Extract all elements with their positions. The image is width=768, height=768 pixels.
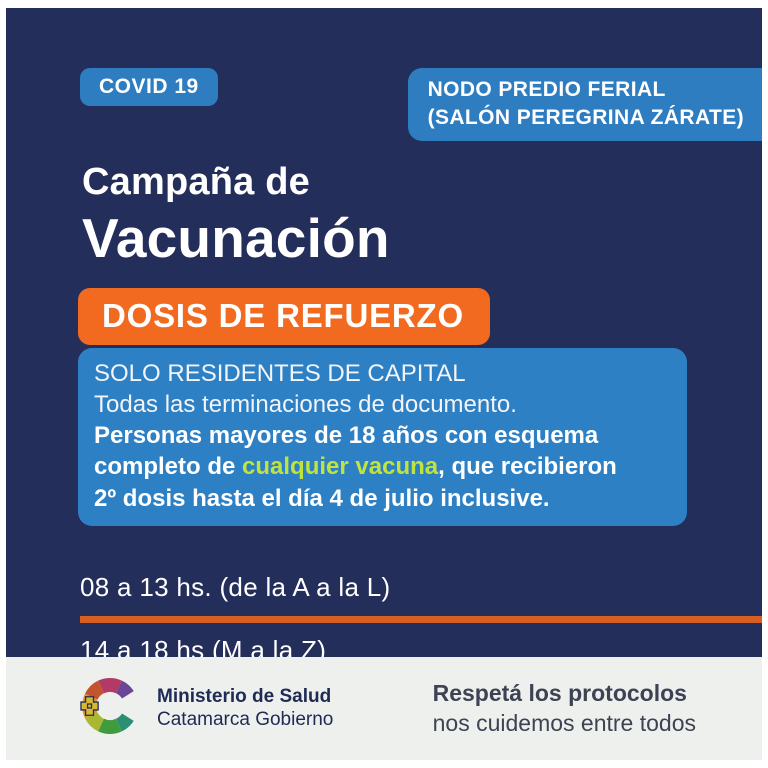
highlight-text: cualquier vacuna	[242, 453, 439, 481]
schedule-slot-2: 14 a 18 hs (M a la Z)	[80, 634, 327, 657]
refuerzo-badge: DOSIS DE REFUERZO	[78, 287, 490, 345]
poster-card: COVID 19 NODO PREDIO FERIAL (SALÓN PEREG…	[6, 8, 762, 657]
info-box: SOLO RESIDENTES DE CAPITAL Todas las ter…	[78, 347, 687, 526]
nodo-badge: NODO PREDIO FERIAL (SALÓN PEREGRINA ZÁRA…	[407, 68, 762, 141]
footer-message-line2: nos cuidemos entre todos	[432, 710, 696, 736]
catamarca-c-logo	[77, 670, 143, 747]
info-line-4-pre: completo de	[94, 453, 243, 481]
nodo-badge-line2: (SALÓN PEREGRINA ZÁRATE)	[427, 105, 744, 129]
info-line-2: Todas las terminaciones de documento.	[94, 391, 517, 419]
top-badge-row: COVID 19 NODO PREDIO FERIAL (SALÓN PEREG…	[80, 68, 762, 141]
covid-badge: COVID 19	[80, 68, 218, 106]
info-line-3: Personas mayores de 18 años con esquema	[94, 422, 599, 450]
info-line-1: SOLO RESIDENTES DE CAPITAL	[94, 359, 466, 387]
schedule-slot-1: 08 a 13 hs. (de la A a la L)	[80, 571, 391, 602]
footer-message: Respetá los protocolos nos cuidemos entr…	[433, 680, 696, 737]
title-line2: Vacunación	[82, 206, 390, 269]
info-line-4-post: , que recibieron	[438, 453, 617, 481]
footer-message-line1: Respetá los protocolos	[432, 680, 687, 706]
footer-branding: Ministerio de Salud Catamarca Gobierno	[77, 670, 333, 747]
ministry-line2: Catamarca Gobierno	[157, 709, 334, 730]
schedule-block: 08 a 13 hs. (de la A a la L) 14 a 18 hs …	[80, 572, 762, 657]
ministry-name: Ministerio de Salud Catamarca Gobierno	[157, 686, 333, 731]
info-line-4: completo de cualquier vacuna, que recibi…	[94, 451, 669, 482]
nodo-badge-line1: NODO PREDIO FERIAL	[427, 78, 666, 101]
info-line-5: 2º dosis hasta el día 4 de julio inclusi…	[94, 484, 550, 512]
page-title: Campaña de Vacunación	[82, 161, 762, 270]
refuerzo-badge-row: DOSIS DE REFUERZO	[78, 287, 762, 345]
schedule-divider	[80, 615, 762, 623]
footer: Ministerio de Salud Catamarca Gobierno R…	[6, 657, 762, 760]
ministry-line1: Ministerio de Salud	[157, 686, 332, 707]
title-line1: Campaña de	[82, 160, 310, 203]
